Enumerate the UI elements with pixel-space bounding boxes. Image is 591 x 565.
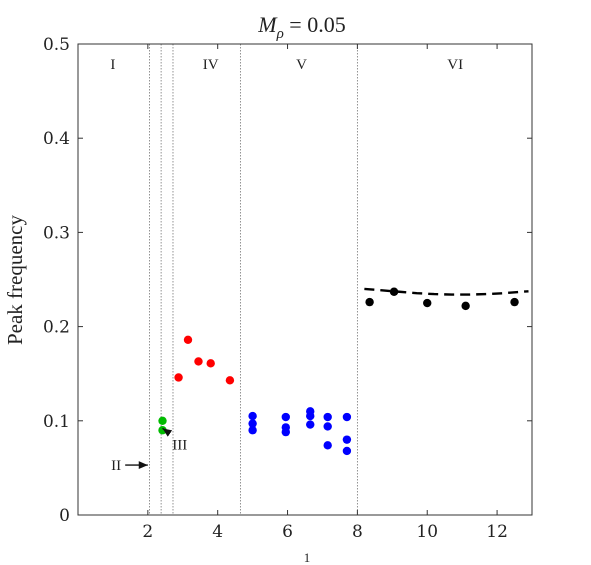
data-point-s3-0 [365,297,374,307]
plot-frame [77,43,533,516]
annotation-label-0: II [111,458,121,474]
chart-title-sub: ρ [276,26,284,42]
x-tick-label-1: 4 [212,522,223,542]
y-tick-label-3: 0.3 [43,223,70,243]
region-label-3: VI [447,57,463,73]
data-point-s1-0 [174,373,183,382]
fit-line [364,287,529,296]
y-tick-label-5: 0.5 [43,35,70,55]
data-point-s1-1 [183,335,193,344]
data-point-s2-0 [248,411,257,421]
annotation-arrow-1 [162,427,173,437]
region-label-2: V [296,57,307,73]
x-tick-label-0: 2 [142,522,153,542]
data-points [158,287,519,456]
chart-title-main: M [257,12,278,37]
data-point-s3-1 [389,287,399,296]
y-axis-label: Peak frequency [3,214,27,345]
data-point-s2-10 [323,422,332,431]
data-point-s2-9 [323,412,332,422]
data-point-s1-4 [225,376,235,385]
region-labels: I IV V VI [110,57,463,73]
data-point-s2-2 [248,426,257,435]
fit-line-group [364,287,529,296]
data-point-s1-3 [206,359,215,368]
annotation-label-1: III [172,437,187,453]
data-point-s2-5 [281,427,290,437]
data-point-s3-2 [423,298,432,308]
data-point-s3-4 [510,297,519,307]
data-point-s2-11 [323,441,332,450]
region-label-0: I [110,57,115,73]
data-point-s3-3 [461,301,470,311]
chart-title: Mρ = 0.05 [257,12,345,42]
y-tick-label-1: 0.1 [43,412,70,432]
x-tick-label-5: 12 [486,522,508,542]
axes: 2 4 6 8 10 12 0 0.1 0.2 0.3 0.4 0.5 [43,35,533,542]
y-tick-label-4: 0.4 [43,129,70,149]
y-tick-label-0: 0 [59,506,70,526]
data-point-s2-7 [306,411,315,421]
x-tick-label-2: 6 [282,522,293,542]
data-point-s2-8 [306,420,315,429]
y-tick-label-2: 0.2 [43,318,70,338]
data-point-s2-14 [342,446,352,456]
data-point-s1-2 [194,357,203,366]
region-boundaries [149,44,358,515]
data-point-s2-13 [342,435,352,444]
chart-title-rest: = 0.05 [284,12,346,37]
x-axis-label: 1 [304,550,311,565]
x-tick-label-4: 10 [416,522,438,542]
data-point-s2-3 [281,412,290,422]
data-point-s2-12 [342,412,352,422]
region-label-1: IV [203,57,219,73]
x-tick-label-3: 8 [352,522,363,542]
data-point-s0-0 [158,416,167,425]
data-point-s2-1 [248,419,257,428]
